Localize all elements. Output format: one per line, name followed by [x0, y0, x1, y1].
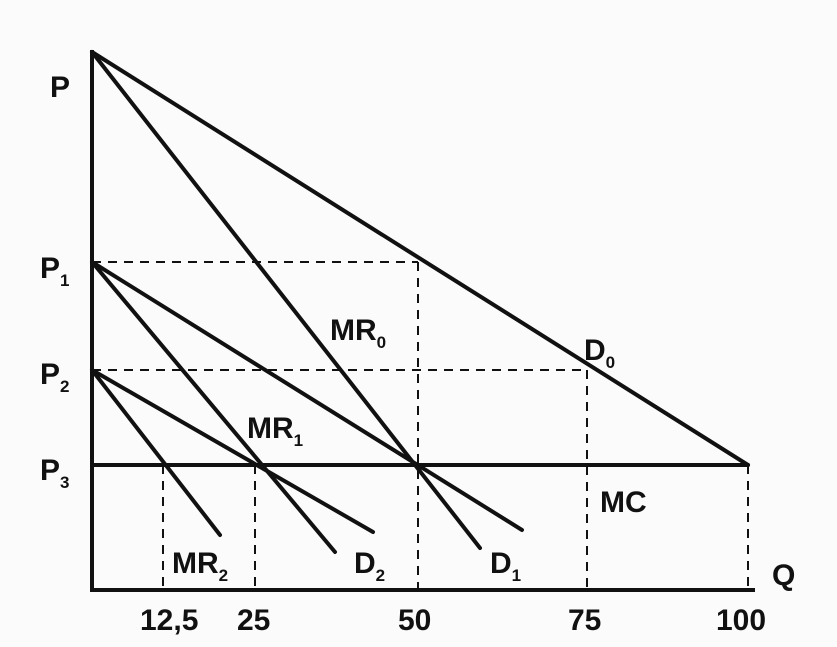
mr0-label: MR0: [330, 314, 386, 352]
mr1-curve: [90, 260, 337, 554]
p3-label: P3: [40, 454, 69, 492]
d1-curve: [90, 260, 524, 532]
p1-label: P1: [40, 252, 69, 290]
x-tick-75: 75: [568, 604, 601, 637]
d0-curve: [90, 50, 750, 467]
d0-label: D0: [584, 334, 615, 372]
x-tick-50: 50: [398, 604, 431, 637]
mr2-curve: [90, 368, 222, 537]
mr2-label: MR2: [172, 547, 228, 585]
d2-curve: [90, 368, 375, 534]
mr1-label: MR1: [247, 412, 303, 450]
quantity-axis-label: Q: [772, 559, 795, 592]
price-axis-label: P: [50, 71, 70, 104]
mc-label: MC: [600, 486, 647, 519]
p2-label: P2: [40, 358, 69, 396]
d2-label: D2: [354, 547, 385, 585]
x-tick-25: 25: [237, 604, 270, 637]
x-tick-12-5: 12,5: [140, 604, 198, 637]
x-tick-100: 100: [716, 604, 766, 637]
d1-label: D1: [490, 547, 521, 585]
